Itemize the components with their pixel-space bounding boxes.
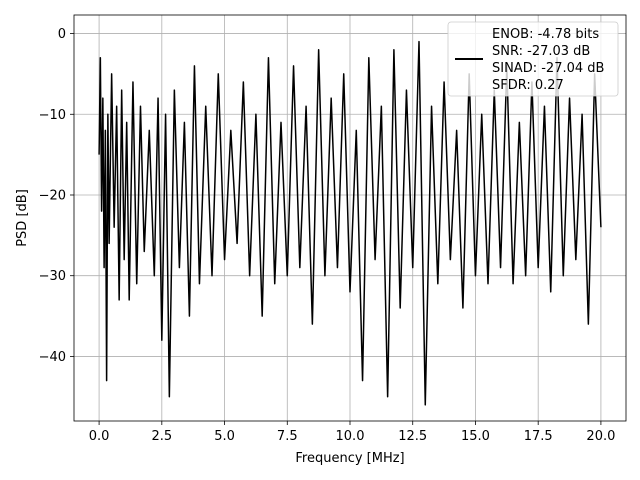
x-tick-label: 2.5 (151, 429, 172, 444)
x-ticks: 0.0 2.5 5.0 7.5 10.0 12.5 15.0 17.5 20.0 (89, 421, 615, 444)
y-tick-label: 0 (58, 27, 66, 42)
y-axis-label: PSD [dB] (15, 189, 30, 247)
legend-line-sfdr: SFDR: 0.27 (492, 78, 564, 93)
x-tick-label: 5.0 (214, 429, 235, 444)
y-tick-label: −10 (39, 108, 66, 123)
legend-box (447, 21, 619, 97)
x-tick-label: 20.0 (586, 429, 615, 444)
series-layer (98, 40, 602, 406)
y-tick-label: −20 (39, 188, 66, 203)
x-tick-label: 17.5 (524, 429, 553, 444)
y-tick-label: −30 (39, 269, 66, 284)
x-tick-label: 10.0 (336, 429, 365, 444)
x-tick-label: 12.5 (398, 429, 427, 444)
legend-line-sinad: SINAD: -27.04 dB (492, 61, 604, 76)
x-tick-label: 7.5 (277, 429, 298, 444)
y-tick-label: −40 (39, 350, 66, 365)
legend-line-enob: ENOB: -4.78 bits (492, 27, 599, 42)
psd-series-line (98, 40, 602, 406)
legend-line-snr: SNR: -27.03 dB (492, 44, 590, 59)
x-tick-label: 0.0 (89, 429, 110, 444)
y-ticks: 0 −10 −20 −30 −40 (39, 27, 74, 365)
x-axis-label: Frequency [MHz] (295, 451, 404, 466)
legend: ENOB: -4.78 bits SNR: -27.03 dB SINAD: -… (447, 21, 619, 97)
x-tick-label: 15.0 (461, 429, 490, 444)
